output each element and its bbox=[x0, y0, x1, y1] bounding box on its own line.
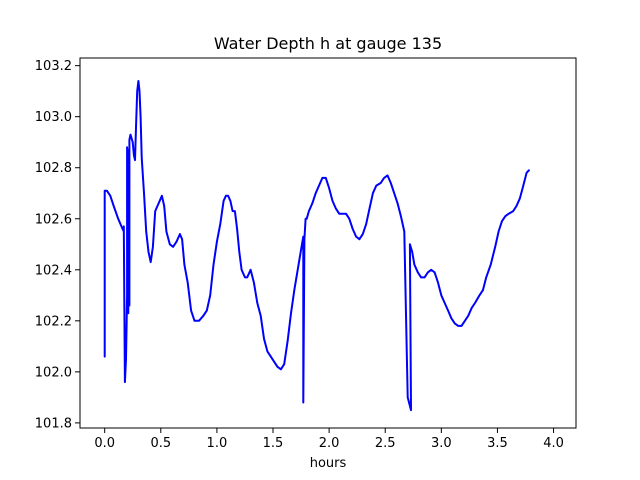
y-axis: 101.8 102.0 102.2 102.4 102.6 102.8 103.0 103.2 bbox=[35, 59, 80, 431]
series-line bbox=[103, 80, 530, 412]
x-axis: 0.0 0.5 1.0 1.5 2.0 2.5 3.0 3.5 4.0 bbox=[94, 428, 564, 451]
axes-frame bbox=[79, 57, 577, 429]
y-tick-label: 103.2 bbox=[35, 59, 72, 74]
x-tick-label: 3.0 bbox=[431, 436, 452, 451]
y-tick-label: 102.0 bbox=[35, 365, 72, 380]
x-tick-label: 3.5 bbox=[487, 436, 508, 451]
y-tick-label: 103.0 bbox=[35, 110, 72, 125]
y-tick-label: 101.8 bbox=[35, 416, 72, 431]
chart-title: Water Depth h at gauge 135 bbox=[214, 34, 442, 53]
y-tick-label: 102.2 bbox=[35, 314, 72, 329]
x-tick-label: 4.0 bbox=[543, 436, 564, 451]
y-tick-label: 102.8 bbox=[35, 161, 72, 176]
x-tick-label: 2.0 bbox=[319, 436, 340, 451]
x-tick-label: 1.5 bbox=[263, 436, 284, 451]
plot-area bbox=[79, 57, 577, 429]
y-tick-label: 102.4 bbox=[35, 263, 72, 278]
x-tick-label: 1.0 bbox=[207, 436, 228, 451]
y-tick-label: 102.6 bbox=[35, 212, 72, 227]
x-tick-label: 0.5 bbox=[150, 436, 171, 451]
x-tick-label: 2.5 bbox=[375, 436, 396, 451]
x-axis-label: hours bbox=[310, 456, 347, 471]
axes-background bbox=[80, 58, 576, 428]
x-tick-label: 0.0 bbox=[94, 436, 115, 451]
